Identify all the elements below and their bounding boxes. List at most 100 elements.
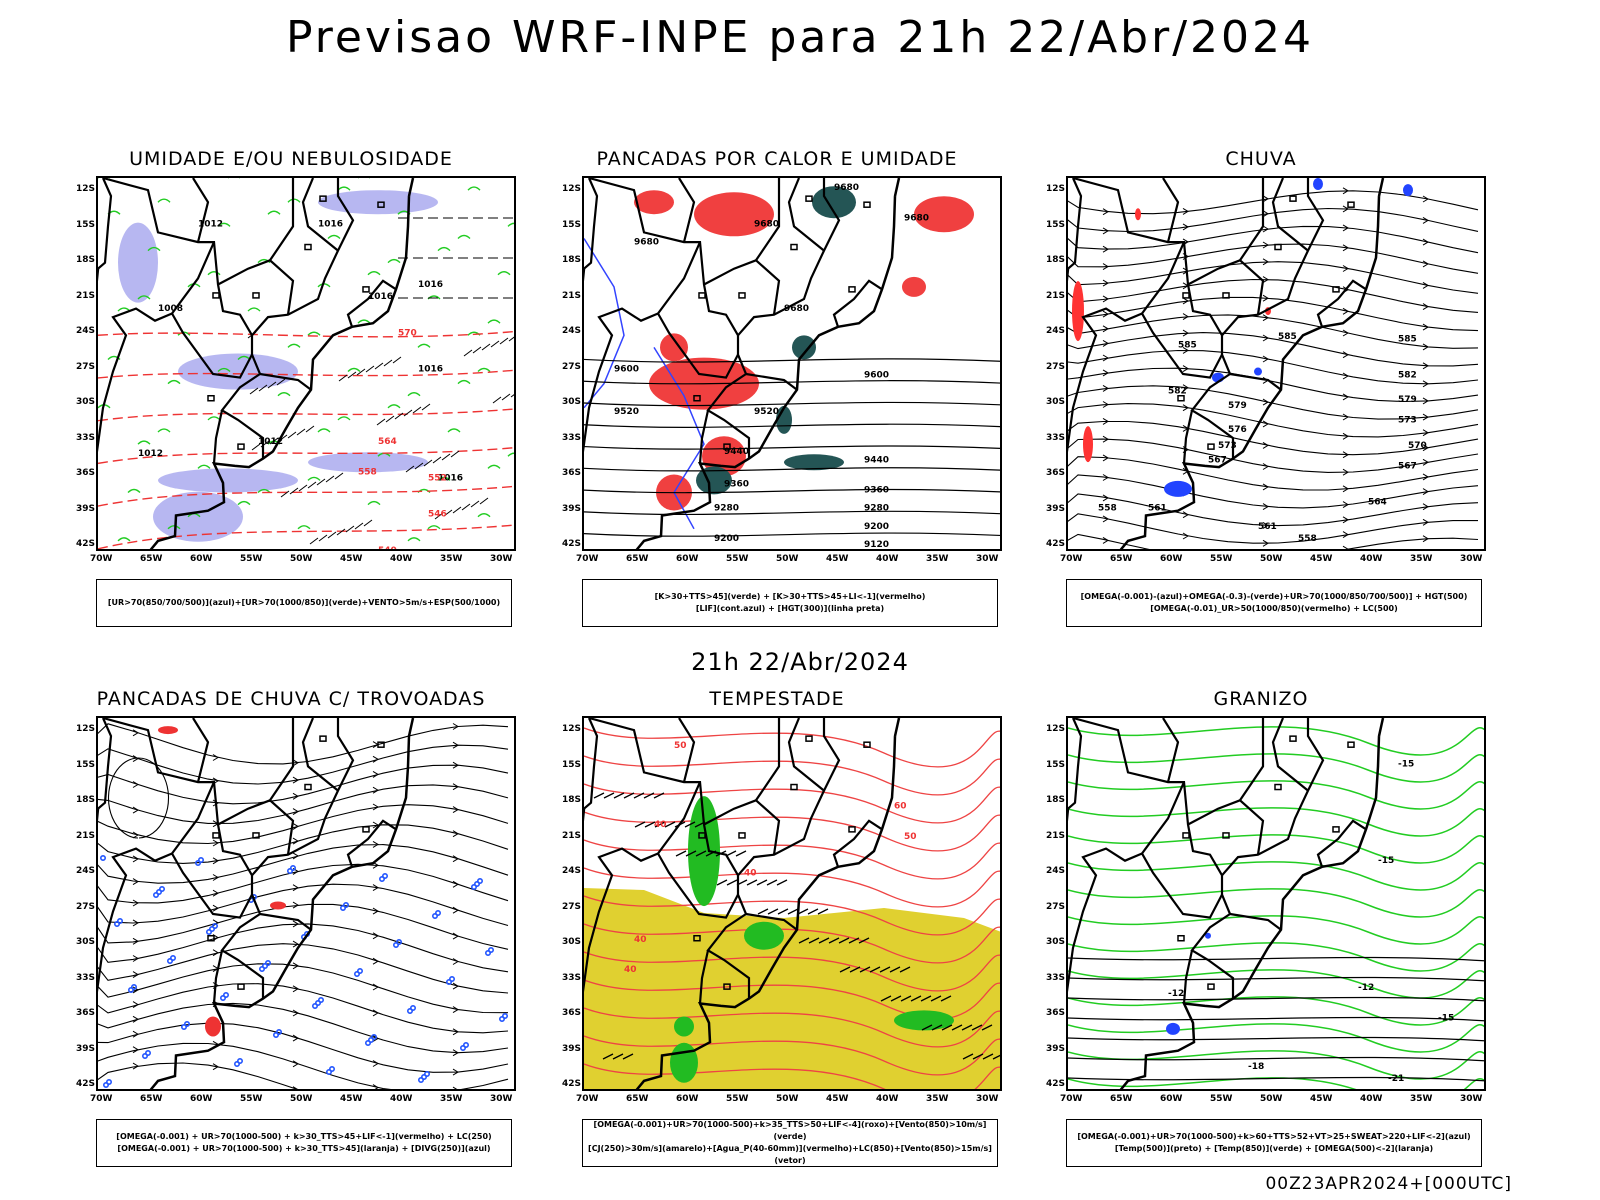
- contour-label: 1016: [318, 219, 343, 229]
- lat-tick-label: 36S: [1046, 468, 1066, 478]
- lat-tick-label: 36S: [76, 1008, 96, 1018]
- lon-tick-label: 50W: [776, 554, 799, 564]
- contour-label: 582: [1398, 371, 1417, 381]
- lat-tick-label: 36S: [562, 1008, 582, 1018]
- contour-label: 9120: [864, 540, 889, 550]
- lat-tick-label: 27S: [1046, 901, 1066, 912]
- lon-tick-label: 30W: [490, 554, 513, 564]
- legend-line: [OMEGA(-0.001) + UR>70(1000-500) + k>30_…: [117, 1144, 491, 1153]
- panel-title: UMIDADE E/OU NEBULOSIDADE: [129, 148, 453, 170]
- lat-tick-label: 39S: [76, 503, 96, 514]
- panel-title: CHUVA: [1225, 148, 1297, 170]
- lat-tick-label: 42S: [562, 539, 582, 549]
- contour-label: 9600: [614, 365, 639, 375]
- panel-legend: [OMEGA(-0.001)-(azul)+OMEGA(-0.3)-(verde…: [1066, 579, 1482, 627]
- map-canvas: 50 40 40 60 50 40 40: [584, 718, 1000, 1089]
- contour-label: 540: [378, 546, 397, 551]
- contour-label: -21: [1388, 1074, 1404, 1084]
- lon-tick-label: 70W: [1060, 1094, 1083, 1104]
- lon-tick-label: 65W: [140, 1094, 163, 1104]
- panel-pancadas_calor: PANCADAS POR CALOR E UMIDADE 9680 9680 9680…: [562, 148, 1002, 628]
- map-chuva: 585 585 585 582 582 579 579 576 573 573 570 567 567 5…: [1066, 176, 1486, 551]
- lon-tick-label: 30W: [1460, 554, 1483, 564]
- map-pancadas_calor: 9680 9680 9680 9680 9680 9600 9600 9520 9520 9440…: [582, 176, 1002, 551]
- lon-tick-label: 50W: [1260, 554, 1283, 564]
- panel-legend: [K>30+TTS>45](verde) + [K>30+TTS>45+LI<-…: [582, 579, 998, 627]
- panel-legend: [OMEGA(-0.001) + UR>70(1000-500) + k>30_…: [96, 1119, 512, 1167]
- lon-tick-label: 55W: [1210, 1094, 1233, 1104]
- lat-tick-label: 21S: [562, 830, 582, 841]
- contour-label: 558: [1098, 504, 1117, 514]
- lat-tick-label: 42S: [1046, 539, 1066, 549]
- contour-label: 561: [1258, 522, 1277, 532]
- lon-tick-label: 45W: [826, 554, 849, 564]
- lon-tick-label: 30W: [976, 1094, 999, 1104]
- lat-tick-label: 27S: [76, 361, 96, 372]
- contour-label: 9680: [834, 183, 859, 193]
- lat-tick-label: 12S: [1046, 184, 1066, 194]
- lat-tick-label: 18S: [1046, 255, 1066, 265]
- legend-line: [OMEGA(-0.001) + UR>70(1000-500) + k>30_…: [116, 1132, 492, 1141]
- contour-label: 1016: [418, 365, 443, 375]
- lon-tick-label: 35W: [1410, 1094, 1433, 1104]
- lat-tick-label: 18S: [562, 255, 582, 265]
- lat-tick-label: 12S: [76, 724, 96, 734]
- contour-label: 582: [1168, 386, 1187, 396]
- contour-label: 558: [1298, 534, 1317, 544]
- panel-title: PANCADAS POR CALOR E UMIDADE: [596, 148, 958, 170]
- lat-tick-label: 15S: [1046, 219, 1066, 230]
- lat-tick-label: 30S: [1046, 937, 1066, 947]
- lat-tick-label: 39S: [562, 503, 582, 514]
- lat-tick-label: 42S: [76, 1079, 96, 1089]
- lat-tick-label: 12S: [562, 724, 582, 734]
- contour-label: 585: [1278, 332, 1297, 342]
- contour-label: 40: [654, 820, 667, 830]
- legend-line: [UR>70(850/700/500)](azul)+[UR>70(1000/8…: [107, 598, 501, 607]
- map-canvas: [98, 718, 509, 1089]
- contour-label: 9200: [864, 522, 889, 532]
- contour-label: 9680: [784, 304, 809, 314]
- valid-time-label: 21h 22/Abr/2024: [691, 648, 909, 676]
- legend-line: [OMEGA(-0.001)+UR>70(1000-500)+k>60+TTS>…: [1077, 1132, 1471, 1141]
- contour-label: -15: [1438, 1013, 1454, 1023]
- lon-tick-label: 65W: [1110, 554, 1133, 564]
- contour-label: 585: [1178, 340, 1197, 350]
- lon-tick-label: 60W: [190, 1094, 213, 1104]
- panel-legend: [UR>70(850/700/500)](azul)+[UR>70(1000/8…: [96, 579, 512, 627]
- lat-tick-label: 15S: [76, 759, 96, 770]
- lon-tick-label: 50W: [1260, 1094, 1283, 1104]
- contour-label: 564: [378, 437, 397, 447]
- lon-tick-label: 50W: [290, 554, 313, 564]
- contour-label: 573: [1398, 415, 1417, 425]
- lat-tick-label: 21S: [76, 830, 96, 841]
- contour-label: 1012: [138, 449, 163, 459]
- lat-tick-label: 24S: [562, 866, 582, 876]
- contour-label: 1016: [368, 292, 393, 302]
- lat-tick-label: 27S: [76, 901, 96, 912]
- panel-trovoadas: PANCADAS DE CHUVA C/ TROVOADAS 12S 15S 18S 2…: [76, 688, 516, 1168]
- contour-label: 576: [1228, 425, 1247, 435]
- contour-label: 546: [428, 510, 447, 520]
- panel-title: GRANIZO: [1213, 688, 1309, 710]
- lat-tick-label: 15S: [76, 219, 96, 230]
- contour-label: 1012: [258, 437, 283, 447]
- lat-tick-label: 27S: [562, 901, 582, 912]
- contour-label: 1012: [198, 219, 223, 229]
- lat-tick-label: 12S: [76, 184, 96, 194]
- map-canvas: 585 585 585 582 582 579 579 576 573 573 570 567 567 5…: [1068, 178, 1479, 549]
- contour-label: 552: [428, 473, 447, 483]
- contour-label: -15: [1378, 856, 1394, 866]
- lon-tick-label: 45W: [1310, 554, 1333, 564]
- lon-tick-label: 45W: [1310, 1094, 1333, 1104]
- contour-label: 558: [358, 467, 377, 477]
- lon-tick-label: 60W: [1160, 1094, 1183, 1104]
- contour-label: 50: [674, 741, 687, 751]
- lat-tick-label: 39S: [1046, 503, 1066, 514]
- lat-tick-label: 27S: [1046, 361, 1066, 372]
- lat-tick-label: 24S: [1046, 866, 1066, 876]
- map-umidade: 1012 1016 1016 1016 1008 1012 1016 1012 1016 570 5…: [96, 176, 516, 551]
- lon-tick-label: 70W: [1060, 554, 1083, 564]
- contour-label: 9280: [714, 504, 739, 514]
- lon-tick-label: 35W: [926, 1094, 949, 1104]
- contour-label: 9520: [754, 407, 779, 417]
